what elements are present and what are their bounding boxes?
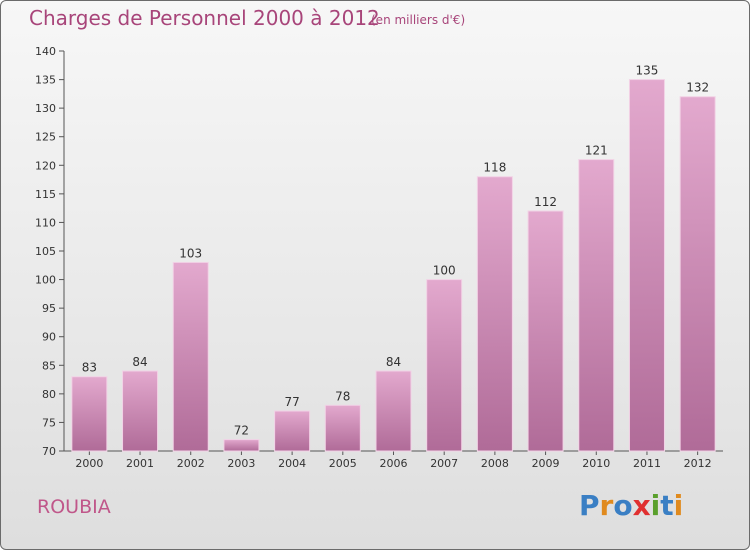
data-label: 84	[386, 355, 401, 369]
bar	[223, 439, 260, 452]
bar	[628, 79, 665, 452]
x-tick-label: 2011	[633, 457, 661, 470]
data-label: 135	[636, 64, 659, 78]
x-tick-label: 2007	[430, 457, 458, 470]
bar	[426, 279, 463, 452]
y-tick-label: 135	[35, 74, 56, 87]
x-tick-label: 2006	[380, 457, 408, 470]
x-tick-label: 2010	[582, 457, 610, 470]
y-tick-label: 120	[35, 159, 56, 172]
y-tick-label: 75	[42, 416, 56, 429]
data-label: 118	[483, 161, 506, 175]
data-label: 121	[585, 144, 608, 158]
data-label: 100	[433, 264, 456, 278]
proxiti-logo: Proxiti	[579, 489, 683, 522]
x-tick-label: 2004	[278, 457, 306, 470]
logo-letter: P	[579, 489, 600, 522]
y-tick-label: 125	[35, 131, 56, 144]
data-label: 83	[82, 361, 97, 375]
bar	[324, 404, 361, 452]
data-label: 84	[132, 355, 147, 369]
x-tick-label: 2005	[329, 457, 357, 470]
bar	[172, 261, 209, 452]
data-label: 77	[284, 395, 299, 409]
x-tick-label: 2012	[684, 457, 712, 470]
y-tick-label: 90	[42, 331, 56, 344]
bar	[476, 176, 513, 452]
x-tick-label: 2001	[126, 457, 154, 470]
bar	[578, 159, 615, 452]
x-tick-label: 2008	[481, 457, 509, 470]
data-label: 103	[179, 246, 202, 260]
logo-letter: i	[673, 489, 684, 522]
y-tick-label: 105	[35, 245, 56, 258]
bar	[274, 410, 311, 452]
bar	[122, 370, 159, 452]
y-tick-label: 115	[35, 188, 56, 201]
y-tick-label: 110	[35, 216, 56, 229]
y-tick-label: 85	[42, 359, 56, 372]
logo-letter: o	[613, 489, 633, 522]
x-tick-label: 2000	[75, 457, 103, 470]
y-tick-label: 100	[35, 274, 56, 287]
data-label: 72	[234, 424, 249, 438]
x-tick-label: 2009	[532, 457, 560, 470]
bar	[375, 370, 412, 452]
logo-letter: t	[660, 489, 674, 522]
y-tick-label: 80	[42, 388, 56, 401]
data-label: 112	[534, 195, 557, 209]
commune-name: ROUBIA	[37, 496, 111, 518]
x-tick-label: 2003	[227, 457, 255, 470]
chart-subtitle: (en milliers d'€)	[371, 13, 466, 27]
data-label: 78	[335, 389, 350, 403]
chart-title: Charges de Personnel 2000 à 2012	[29, 6, 380, 30]
y-tick-label: 95	[42, 302, 56, 315]
bar	[71, 376, 108, 452]
logo-letter: r	[599, 489, 614, 522]
y-tick-label: 70	[42, 445, 56, 458]
y-tick-label: 130	[35, 102, 56, 115]
bar	[527, 210, 564, 452]
logo-letter: i	[650, 489, 661, 522]
data-label: 132	[686, 81, 709, 95]
x-tick-label: 2002	[177, 457, 205, 470]
bar	[679, 96, 716, 452]
logo-letter: x	[632, 489, 651, 522]
y-tick-label: 140	[35, 45, 56, 58]
